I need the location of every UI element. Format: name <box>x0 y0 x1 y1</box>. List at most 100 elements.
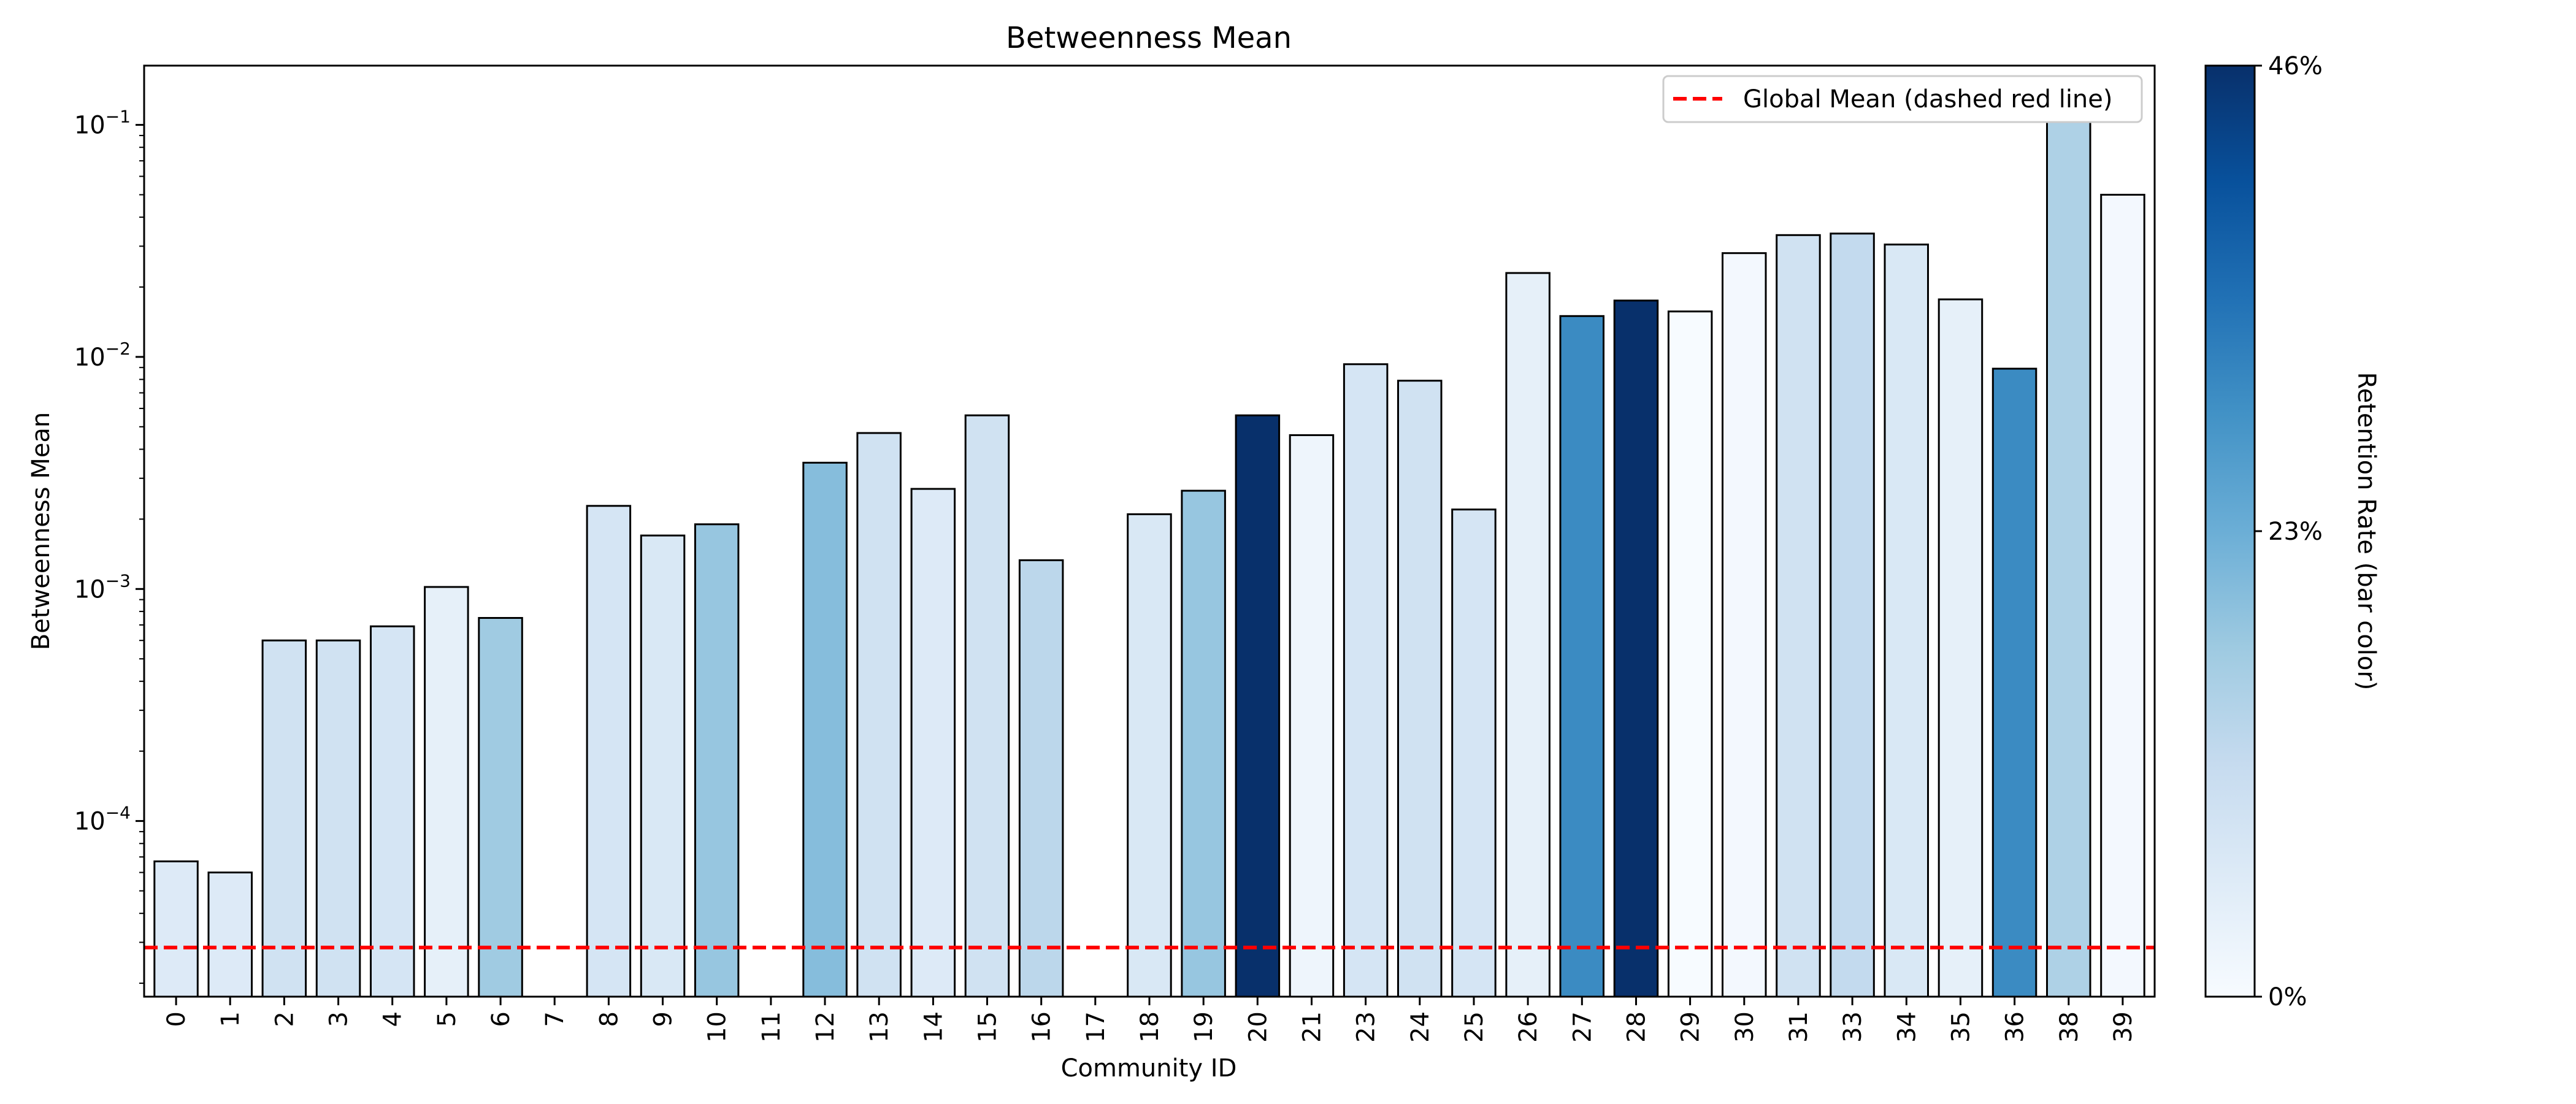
x-tick-label: 21 <box>1298 1011 1327 1043</box>
bar-community-27 <box>1559 315 1604 998</box>
bar-community-39 <box>2100 194 2145 998</box>
y-tick-exponent: −4 <box>105 803 131 823</box>
bar-community-6 <box>478 617 523 998</box>
y-tick-exponent: −2 <box>105 339 131 359</box>
y-tick-base: 10 <box>74 808 105 836</box>
y-tick-label: 10−1 <box>74 107 131 140</box>
x-tick-label: 15 <box>974 1011 1002 1043</box>
x-tick-label: 9 <box>650 1011 678 1027</box>
x-tick-label: 0 <box>163 1011 191 1027</box>
colorbar-tick-label: 0% <box>2268 983 2307 1011</box>
bar-community-14 <box>910 488 956 998</box>
x-tick-label: 28 <box>1623 1011 1651 1043</box>
x-axis: 0 1 2 3 4 5 6 7 8 9 10 11 12 13 14 15 16 17 18 19 20 21 23 24 25… <box>163 997 2137 1043</box>
x-tick-label: 12 <box>811 1011 840 1043</box>
bar-community-12 <box>802 461 848 998</box>
y-tick-base: 10 <box>74 343 105 372</box>
colorbar-tick-label: 23% <box>2268 518 2323 546</box>
x-tick-label: 6 <box>487 1011 515 1027</box>
x-tick-label: 35 <box>1947 1011 1975 1043</box>
x-tick-label: 1 <box>217 1011 245 1027</box>
y-tick-label: 10−4 <box>74 803 131 836</box>
x-tick-label: 31 <box>1785 1011 1813 1043</box>
x-tick-label: 36 <box>2001 1011 2030 1043</box>
bar-community-20 <box>1235 414 1281 998</box>
x-tick-label: 2 <box>270 1011 299 1027</box>
bar-community-21 <box>1289 434 1335 998</box>
chart-title: Betweenness Mean <box>1006 21 1292 55</box>
y-tick-base: 10 <box>74 575 105 604</box>
x-tick-label: 19 <box>1190 1011 1218 1043</box>
x-tick-label: 39 <box>2109 1011 2137 1043</box>
y-tick-base: 10 <box>74 112 105 140</box>
bar-community-25 <box>1451 508 1497 998</box>
bar-community-10 <box>694 523 740 998</box>
bar-community-36 <box>1991 367 2037 998</box>
colorbar-label: Retention Rate (bar color) <box>2352 372 2380 691</box>
x-tick-label: 20 <box>1244 1011 1272 1043</box>
x-tick-label: 27 <box>1568 1011 1597 1043</box>
x-tick-label: 34 <box>1893 1011 1921 1043</box>
x-tick-label: 4 <box>379 1011 407 1027</box>
bar-community-31 <box>1776 234 1821 998</box>
x-tick-label: 13 <box>865 1011 894 1043</box>
bar-community-16 <box>1018 559 1064 998</box>
bar-community-8 <box>586 505 632 998</box>
bar-community-5 <box>424 586 469 998</box>
x-tick-label: 25 <box>1460 1011 1489 1043</box>
x-tick-label: 26 <box>1514 1011 1543 1043</box>
bar-community-34 <box>1884 243 1929 998</box>
bar-community-15 <box>964 414 1010 998</box>
bar-community-2 <box>261 639 307 998</box>
bar-community-9 <box>640 534 686 998</box>
bar-community-13 <box>856 432 902 998</box>
y-axis-label: Betweenness Mean <box>27 412 55 650</box>
bar-community-0 <box>153 860 199 998</box>
colorbar-ticks: 0% 23% 46% <box>2255 52 2323 1011</box>
bar-community-26 <box>1505 272 1551 998</box>
bar-community-4 <box>370 625 415 998</box>
bar-community-23 <box>1343 363 1389 998</box>
x-tick-label: 7 <box>541 1011 569 1027</box>
x-tick-label: 30 <box>1731 1011 1759 1043</box>
x-tick-label: 38 <box>2055 1011 2083 1043</box>
x-axis-label: Community ID <box>1061 1054 1237 1083</box>
bar-community-18 <box>1127 513 1172 998</box>
legend-box <box>1662 75 2143 123</box>
bar-community-3 <box>315 639 361 998</box>
x-tick-label: 33 <box>1839 1011 1867 1043</box>
x-tick-label: 18 <box>1136 1011 1164 1043</box>
bar-community-24 <box>1397 380 1443 998</box>
colorbar-tick-label: 46% <box>2268 52 2323 80</box>
x-tick-label: 8 <box>595 1011 623 1027</box>
y-tick-label: 10−2 <box>74 339 131 372</box>
legend: Global Mean (dashed red line) <box>1662 75 2143 123</box>
x-tick-label: 5 <box>433 1011 461 1027</box>
bar-community-29 <box>1667 310 1713 998</box>
y-tick-label: 10−3 <box>74 570 131 604</box>
bar-community-35 <box>1938 298 1984 998</box>
bar-community-30 <box>1722 252 1767 998</box>
x-tick-label: 24 <box>1406 1011 1435 1043</box>
x-tick-label: 29 <box>1677 1011 1705 1043</box>
colorbar: 0% 23% 46% Retention Rate (bar color) <box>2204 52 2380 1011</box>
x-tick-label: 17 <box>1082 1011 1110 1043</box>
x-tick-label: 11 <box>757 1011 786 1043</box>
y-tick-exponent: −1 <box>105 107 131 127</box>
bar-community-1 <box>207 872 253 998</box>
colorbar-fill <box>2204 64 2256 998</box>
x-tick-label: 10 <box>703 1011 732 1043</box>
legend-label-global-mean: Global Mean (dashed red line) <box>1743 85 2113 113</box>
bars-group <box>153 110 2145 998</box>
y-axis: 10−410−310−210−1 <box>74 107 144 984</box>
bar-community-28 <box>1613 299 1659 998</box>
bar-community-19 <box>1181 489 1226 998</box>
x-tick-label: 3 <box>325 1011 353 1027</box>
x-tick-label: 23 <box>1352 1011 1381 1043</box>
x-tick-label: 14 <box>919 1011 948 1043</box>
x-tick-label: 16 <box>1028 1011 1056 1043</box>
y-tick-exponent: −3 <box>105 570 131 591</box>
bar-community-38 <box>2046 110 2091 998</box>
bar-community-33 <box>1830 232 1875 998</box>
